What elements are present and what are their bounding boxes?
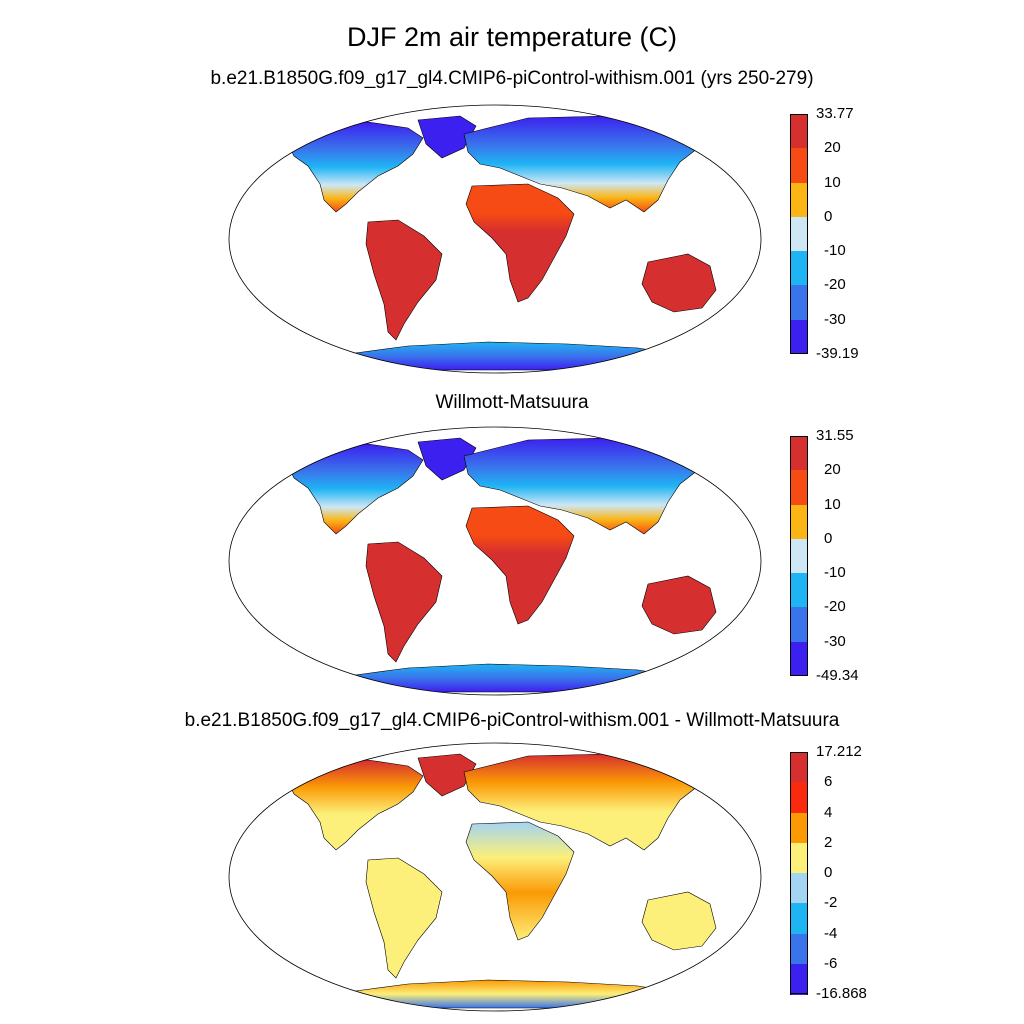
colorbar-tick-label: -6 (824, 954, 838, 972)
colorbar-tick-label: -20 (824, 276, 846, 294)
colorbar-tick-label: -10 (824, 564, 846, 582)
map-panel-diff (228, 742, 762, 1012)
panel-title-diff: b.e21.B1850G.f09_g17_gl4.CMIP6-piControl… (184, 710, 840, 731)
landmass-africa (465, 183, 575, 303)
landmass-africa (465, 821, 575, 941)
landmass-antarctica (337, 663, 699, 693)
colorbar-frame (790, 752, 808, 994)
colorbar-tick-label: -39.19 (816, 345, 859, 362)
colorbar-tick-label: 33.77 (816, 105, 854, 122)
landmass-namerica (287, 121, 424, 213)
map-outline (228, 104, 762, 374)
map-obs (228, 426, 762, 696)
map-diff (228, 742, 762, 1012)
landmass-africa (465, 505, 575, 625)
landmass-australia (641, 253, 717, 313)
colorbar-tick-label: -16.868 (816, 985, 867, 1002)
colorbar-tick-label: 10 (824, 495, 841, 513)
colorbar-tick-label: -49.34 (816, 667, 859, 684)
landmass-samerica (365, 219, 443, 341)
map-panel-obs (228, 426, 762, 696)
landmass-antarctica (337, 341, 699, 371)
colorbar-tick-label: 17.212 (816, 743, 862, 760)
landmass-australia (641, 575, 717, 635)
landmass-namerica (287, 759, 424, 851)
colorbar-tick-label: 4 (824, 803, 833, 821)
colorbar-tick-label: 0 (824, 864, 833, 881)
colorbar-tick-label: -2 (824, 894, 838, 912)
colorbar-diff: 17.212 6 4 2 0 -2 -4 -6 -16.868 (790, 743, 867, 1002)
colorbar-tick-label: 20 (824, 139, 841, 157)
landmass-antarctica (337, 979, 699, 1009)
colorbar-tick-label: -4 (824, 924, 838, 942)
landmass-greenland (417, 115, 477, 159)
colorbar-tick-label: 2 (824, 833, 833, 851)
landmass-samerica (365, 857, 443, 979)
colorbar-tick-label: -30 (824, 310, 846, 328)
landmass-greenland (417, 437, 477, 481)
colorbar-tick-label: 6 (824, 773, 833, 791)
landmass-samerica (365, 541, 443, 663)
colorbar-tick-label: 10 (824, 173, 841, 191)
landmass-greenland (417, 753, 477, 797)
landmass-namerica (287, 443, 424, 535)
colorbar-model: 33.77 20 10 0 -10 -20 -30 -39.19 (790, 105, 859, 362)
colorbar-frame (790, 436, 808, 676)
colorbar-tick-label: 0 (824, 207, 833, 225)
map-outline (228, 426, 762, 696)
map-outline (228, 742, 762, 1012)
colorbar-tick-label: 31.55 (816, 427, 854, 444)
colorbar-frame (790, 114, 808, 354)
colorbar-tick-label: -30 (824, 632, 846, 650)
panel-title-model: b.e21.B1850G.f09_g17_gl4.CMIP6-piControl… (210, 68, 814, 89)
landmass-australia (641, 891, 717, 951)
colorbar-tick-label: 0 (824, 529, 833, 547)
panel-title-obs: Willmott-Matsuura (435, 392, 589, 413)
figure-title: DJF 2m air temperature (C) (346, 22, 678, 52)
colorbar-tick-label: -20 (824, 598, 846, 616)
map-panel-model (228, 104, 762, 374)
map-model (228, 104, 762, 374)
colorbar-tick-label: 20 (824, 461, 841, 479)
colorbar-obs: 31.55 20 10 0 -10 -20 -30 -49.34 (790, 427, 859, 684)
colorbar-tick-label: -10 (824, 242, 846, 260)
